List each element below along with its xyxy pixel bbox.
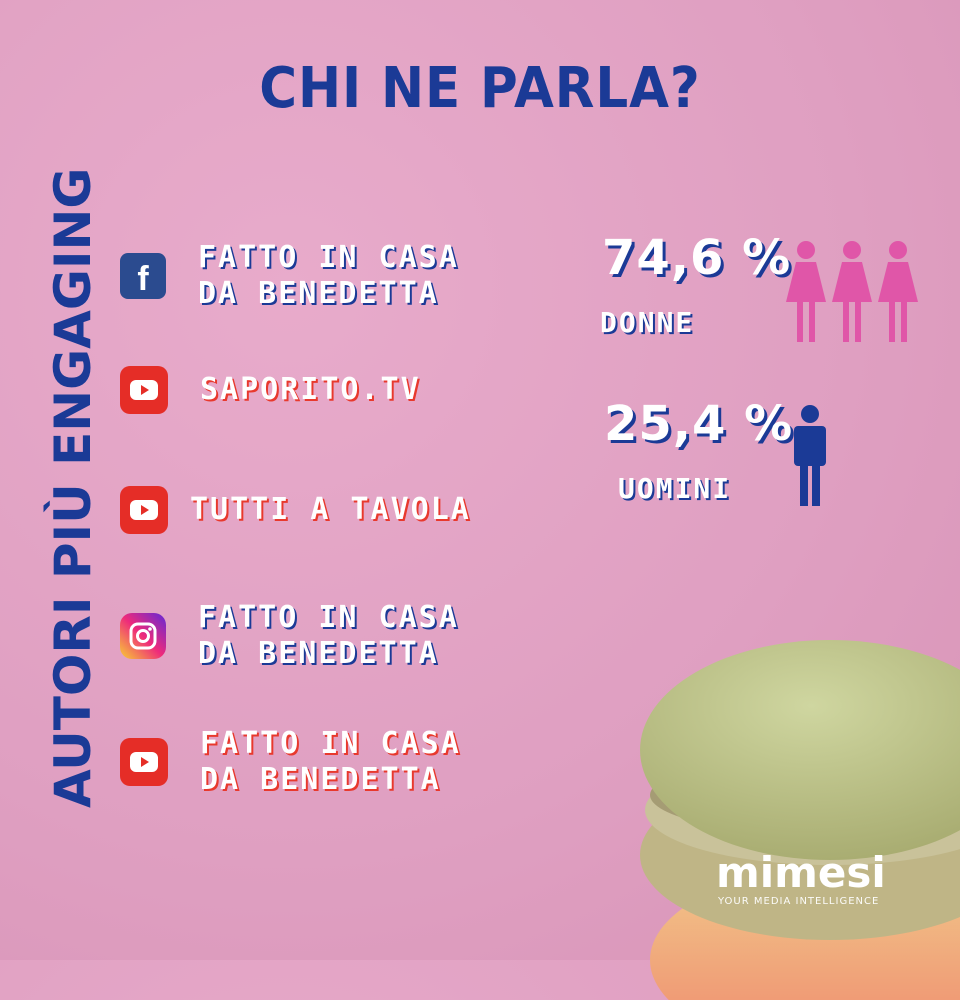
vertical-heading: AUTORI PIÙ ENGAGING	[44, 167, 102, 808]
youtube-icon	[120, 366, 168, 414]
author-item[interactable]: FATTO IN CASA DA BENEDETTA	[120, 726, 461, 798]
author-name: FATTO IN CASA DA BENEDETTA	[198, 600, 459, 671]
author-name: FATTO IN CASA DA BENEDETTA	[200, 726, 461, 797]
author-name: SAPORITO.TV	[200, 372, 421, 407]
man-icon	[790, 404, 830, 512]
facebook-icon: f	[120, 253, 166, 299]
author-name: TUTTI A TAVOLA	[190, 492, 471, 527]
men-label: UOMINI	[618, 472, 732, 505]
youtube-icon	[120, 738, 168, 786]
instagram-icon	[120, 613, 166, 659]
author-item[interactable]: FATTO IN CASA DA BENEDETTA	[120, 600, 459, 672]
author-item[interactable]: f FATTO IN CASA DA BENEDETTA	[120, 240, 459, 312]
brand-tagline: YOUR MEDIA INTELLIGENCE	[718, 896, 880, 907]
author-name: FATTO IN CASA DA BENEDETTA	[198, 240, 459, 311]
women-label: DONNE	[600, 306, 695, 339]
macaron-image	[640, 640, 960, 1000]
page-title: CHI NE PARLA?	[259, 56, 701, 121]
youtube-icon	[120, 486, 168, 534]
women-percentage: 74,6 %	[602, 230, 792, 286]
author-item[interactable]: TUTTI A TAVOLA	[120, 486, 471, 534]
brand-logo: mimesi	[716, 848, 886, 897]
men-percentage: 25,4 %	[604, 396, 794, 452]
author-item[interactable]: SAPORITO.TV	[120, 366, 421, 414]
women-icon	[784, 240, 924, 348]
